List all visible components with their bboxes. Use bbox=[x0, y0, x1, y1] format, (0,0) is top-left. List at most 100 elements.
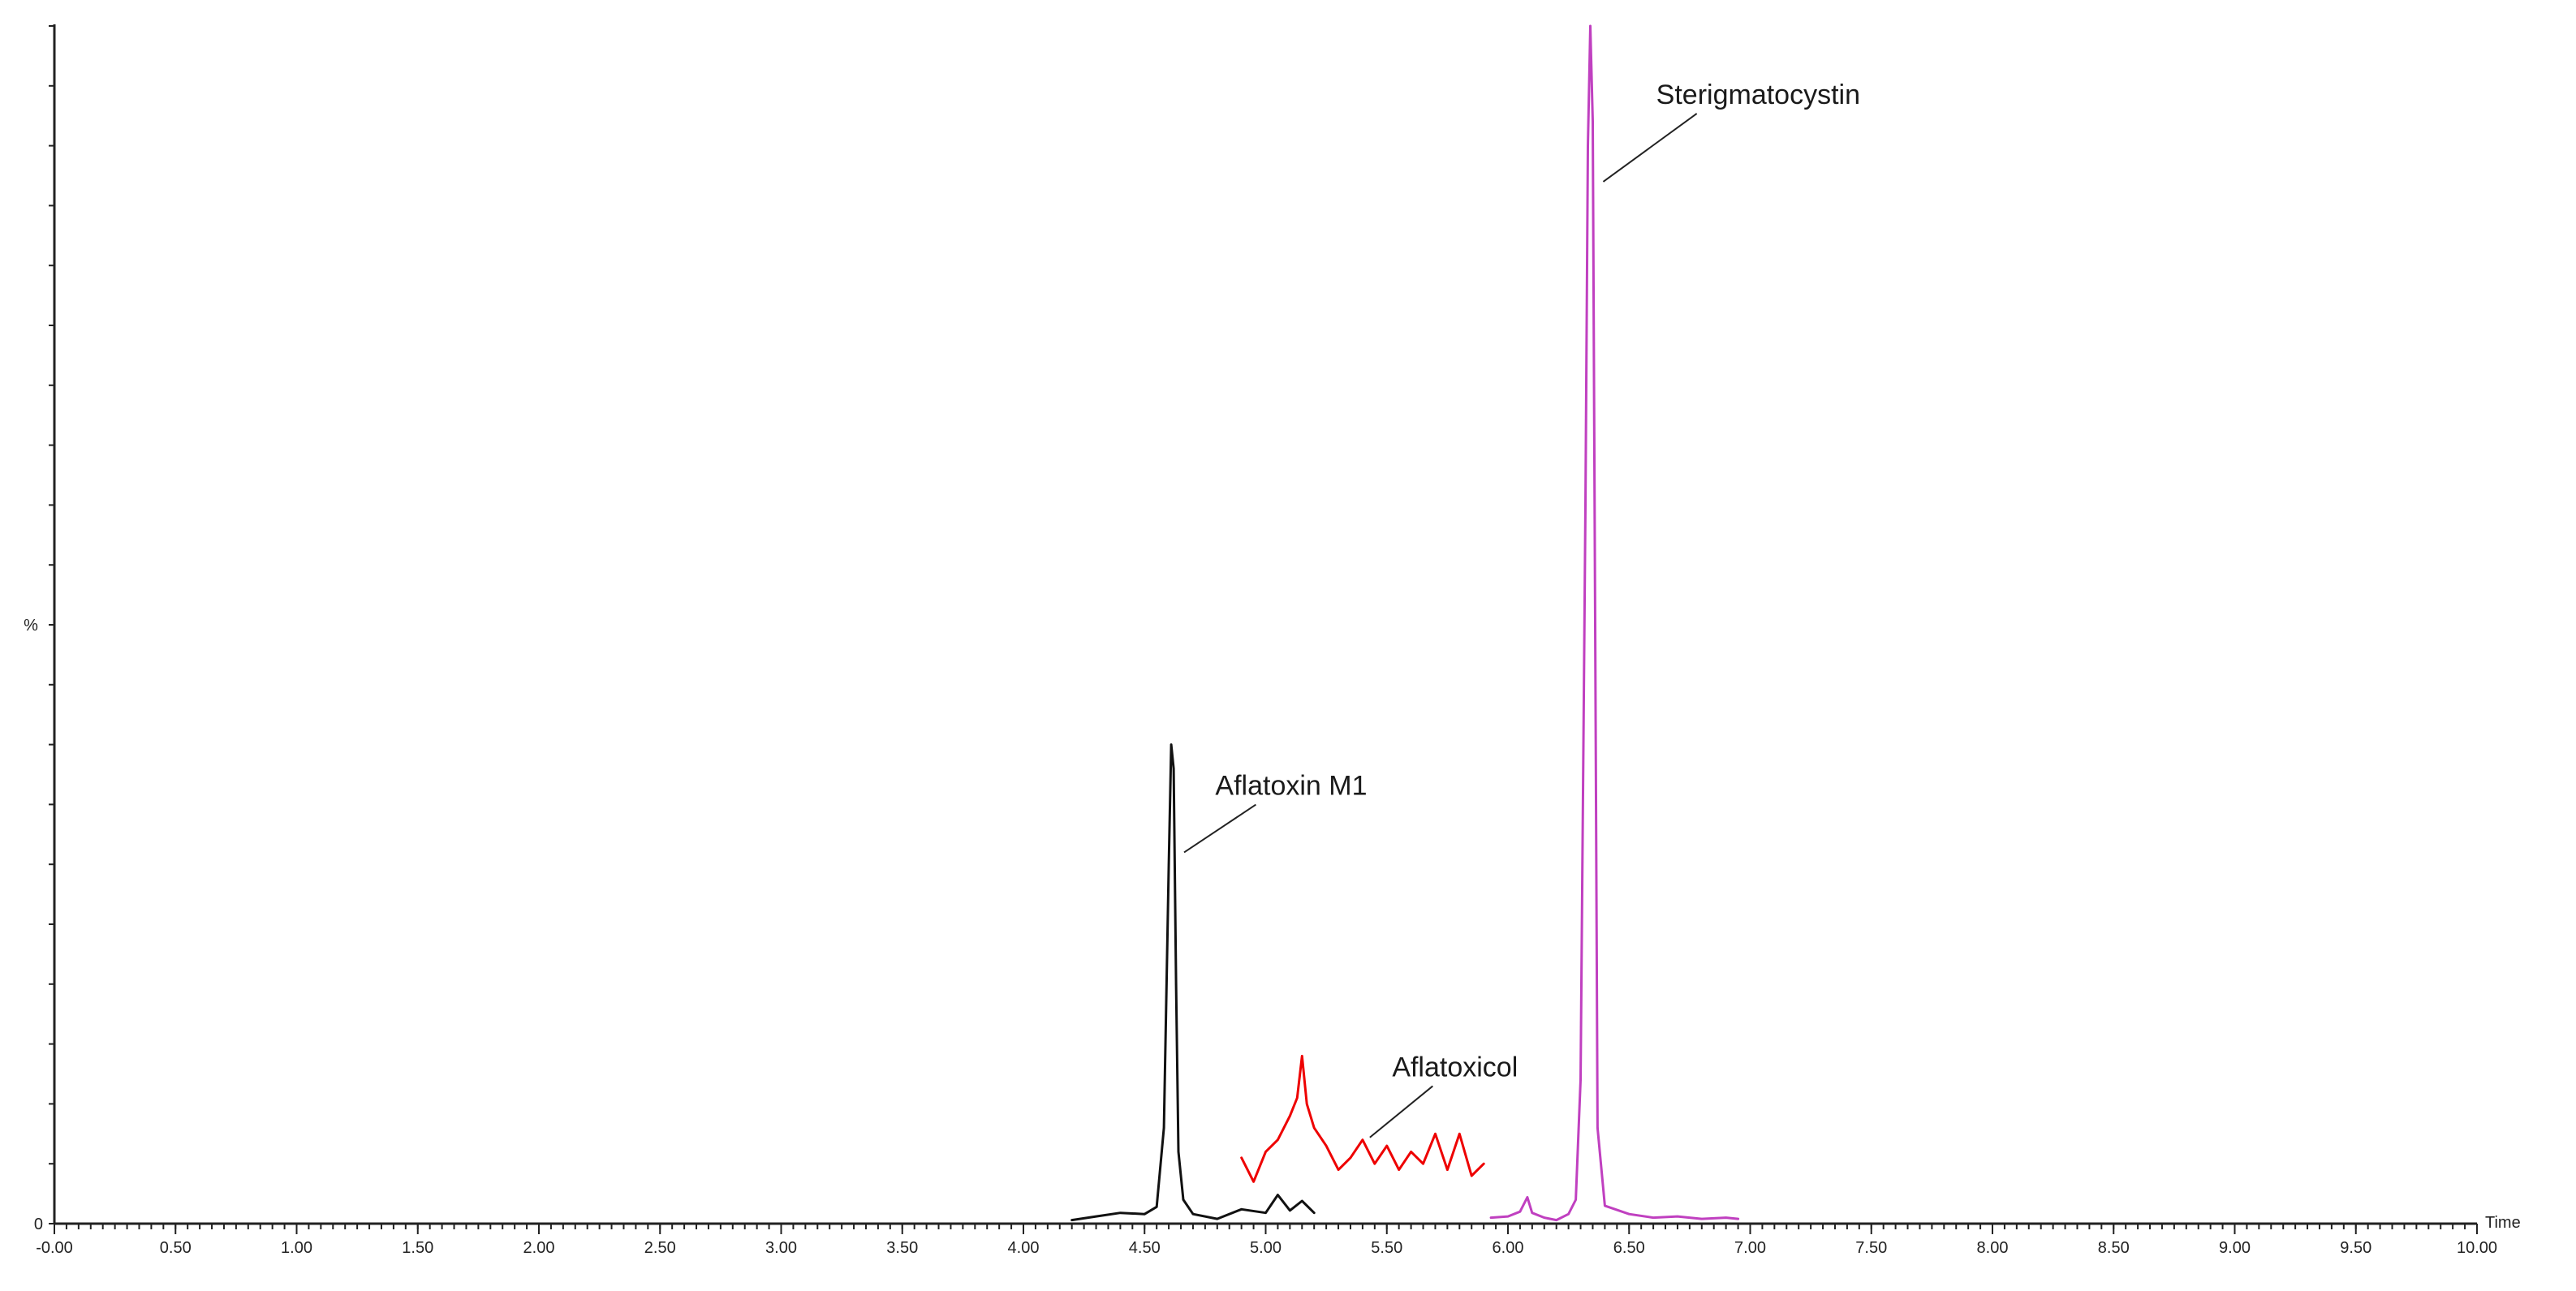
data-point-sterigmatocystin bbox=[1555, 1219, 1557, 1221]
data-point-aflatoxin-m1 bbox=[1167, 863, 1170, 866]
data-point-aflatoxin-m1 bbox=[1155, 1206, 1158, 1208]
y-axis-label: % bbox=[24, 617, 38, 635]
x-tick-label: 8.50 bbox=[2098, 1239, 2130, 1257]
data-point-aflatoxicol bbox=[1289, 1114, 1291, 1117]
data-point-aflatoxicol bbox=[1277, 1138, 1279, 1141]
data-point-sterigmatocystin bbox=[1596, 1126, 1599, 1130]
data-point-aflatoxicol bbox=[1252, 1181, 1255, 1183]
data-point-aflatoxin-m1 bbox=[1174, 983, 1178, 986]
x-tick-label: 7.00 bbox=[1734, 1239, 1766, 1257]
series-line-aflatoxin-m1 bbox=[1070, 743, 1316, 1222]
x-tick-label: 5.00 bbox=[1250, 1239, 1282, 1257]
axes: -0.00 0.50 1.00 1.50 2.00 2.50 3.00 3.50 4.00 4.5… bbox=[24, 24, 2521, 1257]
x-tick-label: 0.50 bbox=[160, 1239, 192, 1257]
data-point-sterigmatocystin bbox=[1579, 1078, 1582, 1082]
data-point-aflatoxin-m1 bbox=[1170, 743, 1173, 746]
data-point-aflatoxin-m1 bbox=[1177, 1151, 1180, 1153]
x-tick-label: 3.00 bbox=[765, 1239, 797, 1257]
data-point-aflatoxicol bbox=[1458, 1133, 1461, 1135]
x-tick-label: 6.00 bbox=[1493, 1239, 1524, 1257]
data-point-sterigmatocystin bbox=[1574, 1198, 1577, 1201]
x-tick-label: 4.50 bbox=[1129, 1239, 1161, 1257]
data-point-aflatoxicol bbox=[1398, 1168, 1400, 1171]
data-point-aflatoxin-m1 bbox=[1182, 1198, 1185, 1201]
x-tick-label: 1.00 bbox=[281, 1239, 312, 1257]
data-point-aflatoxin-m1 bbox=[1144, 1212, 1146, 1216]
x-tick-label: -0.00 bbox=[36, 1239, 73, 1257]
x-tick-label: 7.50 bbox=[1855, 1239, 1887, 1257]
annotation-sterigmatocystin: Sterigmatocystin bbox=[1656, 80, 1860, 110]
data-point-sterigmatocystin bbox=[1584, 504, 1587, 506]
data-point-sterigmatocystin bbox=[1587, 144, 1589, 147]
y-axis-ticks bbox=[49, 25, 54, 1224]
data-point-sterigmatocystin bbox=[1676, 1215, 1679, 1218]
leader-line-aflatoxicol bbox=[1369, 1085, 1433, 1138]
data-point-sterigmatocystin bbox=[1725, 1216, 1727, 1219]
x-tick-label: 3.50 bbox=[886, 1239, 918, 1257]
data-point-sterigmatocystin bbox=[1594, 623, 1596, 626]
data-point-sterigmatocystin bbox=[1604, 1204, 1606, 1207]
data-point-sterigmatocystin bbox=[1652, 1216, 1655, 1219]
data-point-aflatoxicol bbox=[1471, 1174, 1473, 1177]
x-tick-label: 2.00 bbox=[523, 1239, 555, 1257]
data-point-sterigmatocystin bbox=[1628, 1212, 1630, 1216]
x-axis-label: Time bbox=[2485, 1214, 2521, 1232]
data-point-aflatoxicol bbox=[1264, 1151, 1267, 1153]
data-point-sterigmatocystin bbox=[1543, 1216, 1545, 1219]
x-axis-major-ticks bbox=[54, 1224, 2478, 1234]
data-point-aflatoxin-m1 bbox=[1191, 1212, 1195, 1216]
data-point-aflatoxin-m1 bbox=[1162, 1126, 1165, 1130]
data-point-sterigmatocystin bbox=[1592, 120, 1594, 123]
data-point-sterigmatocystin bbox=[1737, 1217, 1739, 1220]
leader-line-sterigmatocystin bbox=[1602, 113, 1698, 183]
x-tick-label: 2.50 bbox=[644, 1239, 676, 1257]
data-point-aflatoxicol bbox=[1361, 1138, 1364, 1141]
leader-line-aflatoxin-m1 bbox=[1183, 803, 1256, 854]
data-point-aflatoxin-m1 bbox=[1172, 767, 1175, 770]
data-point-aflatoxin-m1 bbox=[1301, 1199, 1303, 1203]
data-point-aflatoxin-m1 bbox=[1313, 1211, 1316, 1214]
x-tick-label: 6.50 bbox=[1613, 1239, 1645, 1257]
data-point-aflatoxicol bbox=[1296, 1096, 1299, 1100]
data-point-aflatoxin-m1 bbox=[1264, 1211, 1267, 1214]
data-point-sterigmatocystin bbox=[1589, 24, 1592, 28]
data-point-aflatoxicol bbox=[1482, 1163, 1485, 1165]
data-point-aflatoxicol bbox=[1373, 1163, 1376, 1165]
x-axis-tick-labels: -0.00 0.50 1.00 1.50 2.00 2.50 3.00 3.50 4.00 4.5… bbox=[36, 1239, 2497, 1257]
x-tick-label: 8.00 bbox=[1977, 1239, 2009, 1257]
data-point-aflatoxicol bbox=[1325, 1144, 1328, 1147]
annotation-aflatoxicol: Aflatoxicol bbox=[1392, 1052, 1518, 1082]
data-point-sterigmatocystin bbox=[1526, 1196, 1529, 1198]
data-point-aflatoxin-m1 bbox=[1277, 1194, 1279, 1196]
data-point-sterigmatocystin bbox=[1506, 1215, 1510, 1218]
x-tick-label: 9.00 bbox=[2219, 1239, 2251, 1257]
data-point-aflatoxicol bbox=[1337, 1168, 1340, 1171]
data-point-sterigmatocystin bbox=[1700, 1217, 1703, 1220]
x-tick-label: 4.00 bbox=[1008, 1239, 1040, 1257]
data-point-aflatoxicol bbox=[1422, 1163, 1424, 1165]
x-tick-label: 10.00 bbox=[2457, 1239, 2497, 1257]
data-point-aflatoxin-m1 bbox=[1289, 1209, 1291, 1211]
data-point-aflatoxicol bbox=[1306, 1103, 1308, 1105]
data-point-aflatoxicol bbox=[1313, 1126, 1316, 1130]
data-point-sterigmatocystin bbox=[1567, 1212, 1570, 1216]
data-point-aflatoxin-m1 bbox=[1240, 1208, 1243, 1211]
data-point-aflatoxin-m1 bbox=[1095, 1215, 1097, 1218]
data-point-aflatoxicol bbox=[1240, 1156, 1243, 1160]
data-point-aflatoxicol bbox=[1349, 1156, 1352, 1160]
data-point-aflatoxin-m1 bbox=[1119, 1211, 1122, 1214]
data-point-aflatoxin-m1 bbox=[1070, 1219, 1073, 1221]
x-tick-label: 9.50 bbox=[2340, 1239, 2371, 1257]
data-point-aflatoxicol bbox=[1385, 1144, 1388, 1147]
data-point-aflatoxicol bbox=[1301, 1055, 1303, 1057]
annotation-aflatoxin-m1: Aflatoxin M1 bbox=[1215, 771, 1367, 802]
x-tick-label: 1.50 bbox=[402, 1239, 433, 1257]
data-point-sterigmatocystin bbox=[1489, 1216, 1493, 1219]
data-point-aflatoxin-m1 bbox=[1216, 1217, 1219, 1220]
data-point-sterigmatocystin bbox=[1518, 1211, 1522, 1213]
data-point-sterigmatocystin bbox=[1531, 1211, 1534, 1214]
data-point-aflatoxicol bbox=[1446, 1168, 1449, 1171]
series-layer bbox=[1070, 24, 1740, 1222]
series-line-sterigmatocystin bbox=[1489, 24, 1740, 1222]
